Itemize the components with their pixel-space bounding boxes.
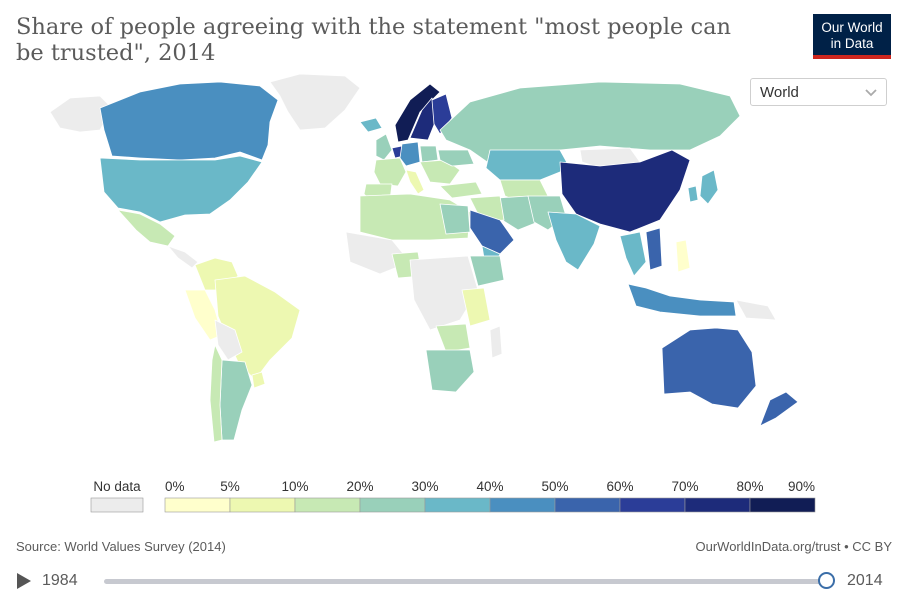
legend-bin <box>164 497 231 513</box>
legend-tick-label: 60% <box>606 479 633 494</box>
china <box>559 149 691 233</box>
play-icon[interactable] <box>15 572 33 590</box>
owid-logo[interactable]: Our World in Data <box>813 14 891 59</box>
uruguay <box>251 371 266 389</box>
turkey <box>439 181 483 199</box>
east-africa <box>461 287 491 327</box>
south-africa <box>425 349 475 393</box>
poland <box>419 145 439 163</box>
legend-bin <box>554 497 621 513</box>
malaysia-indonesia <box>627 283 737 317</box>
logo-line2: in Data <box>830 36 874 51</box>
chevron-down-icon <box>865 89 877 97</box>
legend-tick-label: 0% <box>165 479 185 494</box>
russia <box>439 81 741 165</box>
ethiopia <box>469 255 505 287</box>
madagascar <box>489 325 503 359</box>
mexico <box>117 209 176 247</box>
region-select[interactable]: World <box>750 78 887 106</box>
central-america <box>167 245 199 269</box>
legend-tick-label: 70% <box>671 479 698 494</box>
south-korea <box>687 185 699 203</box>
zimbabwe-zambia <box>435 323 471 353</box>
legend-tick-label: 10% <box>281 479 308 494</box>
vietnam <box>645 227 663 271</box>
india <box>547 211 601 271</box>
legend-bin <box>489 497 556 513</box>
new-zealand <box>759 391 799 427</box>
philippines <box>675 239 691 273</box>
argentina <box>219 359 253 441</box>
legend-bin <box>749 497 816 513</box>
ukraine <box>437 149 475 167</box>
chile <box>209 344 223 443</box>
uk <box>375 133 393 161</box>
legend-bin <box>359 497 426 513</box>
italy <box>405 169 425 195</box>
world-map[interactable] <box>0 70 905 470</box>
kazakhstan <box>485 149 571 181</box>
legend-tick-label: 5% <box>220 479 240 494</box>
legend-bin <box>684 497 751 513</box>
canada <box>99 81 279 161</box>
region-select-value: World <box>760 84 799 101</box>
timeline-end-year: 2014 <box>847 572 883 589</box>
credit-link[interactable]: OurWorldInData.org/trust • CC BY <box>695 539 893 554</box>
bolivia <box>214 319 243 361</box>
legend-tick-label: 20% <box>346 479 373 494</box>
legend-tick-label: 40% <box>476 479 503 494</box>
papua <box>735 299 777 321</box>
usa <box>99 155 263 223</box>
legend-tick-label: 50% <box>541 479 568 494</box>
egypt <box>439 203 471 235</box>
legend-tick-label: 80% <box>736 479 763 494</box>
legend-bin <box>619 497 686 513</box>
logo-line1: Our World <box>821 20 883 35</box>
timeline-handle[interactable] <box>818 572 835 589</box>
legend-bin <box>424 497 491 513</box>
legend-no-data-label: No data <box>93 479 141 494</box>
source-note: Source: World Values Survey (2014) <box>16 539 226 554</box>
france <box>373 157 407 187</box>
australia <box>661 327 757 409</box>
chart-title: Share of people agreeing with the statem… <box>16 14 731 66</box>
timeline-slider[interactable] <box>104 579 826 584</box>
legend-tick-label: 90% <box>788 479 815 494</box>
central-africa <box>409 255 479 331</box>
iceland <box>359 117 383 133</box>
legend-bin <box>229 497 296 513</box>
timeline-start-year: 1984 <box>42 572 78 589</box>
germany <box>399 141 421 167</box>
japan <box>699 169 719 205</box>
thailand <box>619 231 647 277</box>
legend-tick-label: 30% <box>411 479 438 494</box>
legend-no-data-swatch <box>90 497 144 513</box>
legend-bin <box>294 497 361 513</box>
greenland <box>269 73 361 131</box>
color-legend: No data 0% 5% 10% 20% 30% 40% 50% 60% 70% 80% 90% <box>90 479 816 513</box>
